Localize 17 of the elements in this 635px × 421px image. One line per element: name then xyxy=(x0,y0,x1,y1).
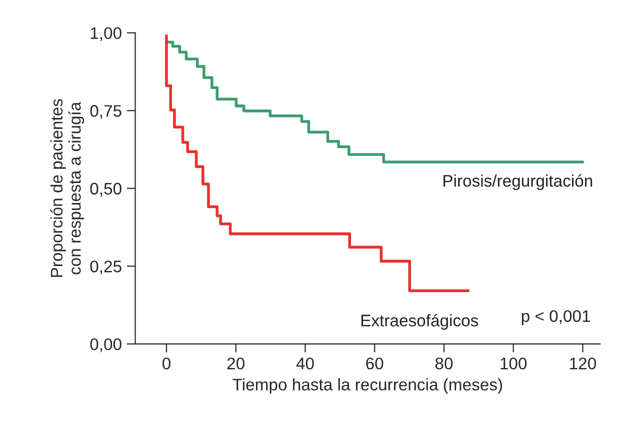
y-tick-label: 0,25 xyxy=(90,260,122,274)
x-tick-label: 80 xyxy=(435,358,453,370)
x-axis-title: Tiempo hasta la recurrencia (meses) xyxy=(232,378,502,394)
series-label: Extraesofágicos xyxy=(361,314,478,330)
y-tick-label: 0,50 xyxy=(90,182,122,197)
y-tick-label: 0,75 xyxy=(90,105,122,119)
x-tick-label: 0 xyxy=(162,358,170,370)
x-tick-label: 120 xyxy=(570,358,596,370)
x-tick-label: 100 xyxy=(500,358,527,370)
y-tick-label: 0,00 xyxy=(90,338,122,352)
annotation: p < 0,001 xyxy=(522,310,590,326)
x-tick-label: 60 xyxy=(366,358,384,370)
y-axis-title: Proporción de pacientes con respuesta a cirugía xyxy=(50,99,84,277)
y-tick-label: 1,00 xyxy=(90,27,122,42)
series-label: Pirosis/regurgitación xyxy=(444,174,592,190)
x-tick-label: 20 xyxy=(227,358,244,370)
x-tick-label: 40 xyxy=(296,358,314,370)
